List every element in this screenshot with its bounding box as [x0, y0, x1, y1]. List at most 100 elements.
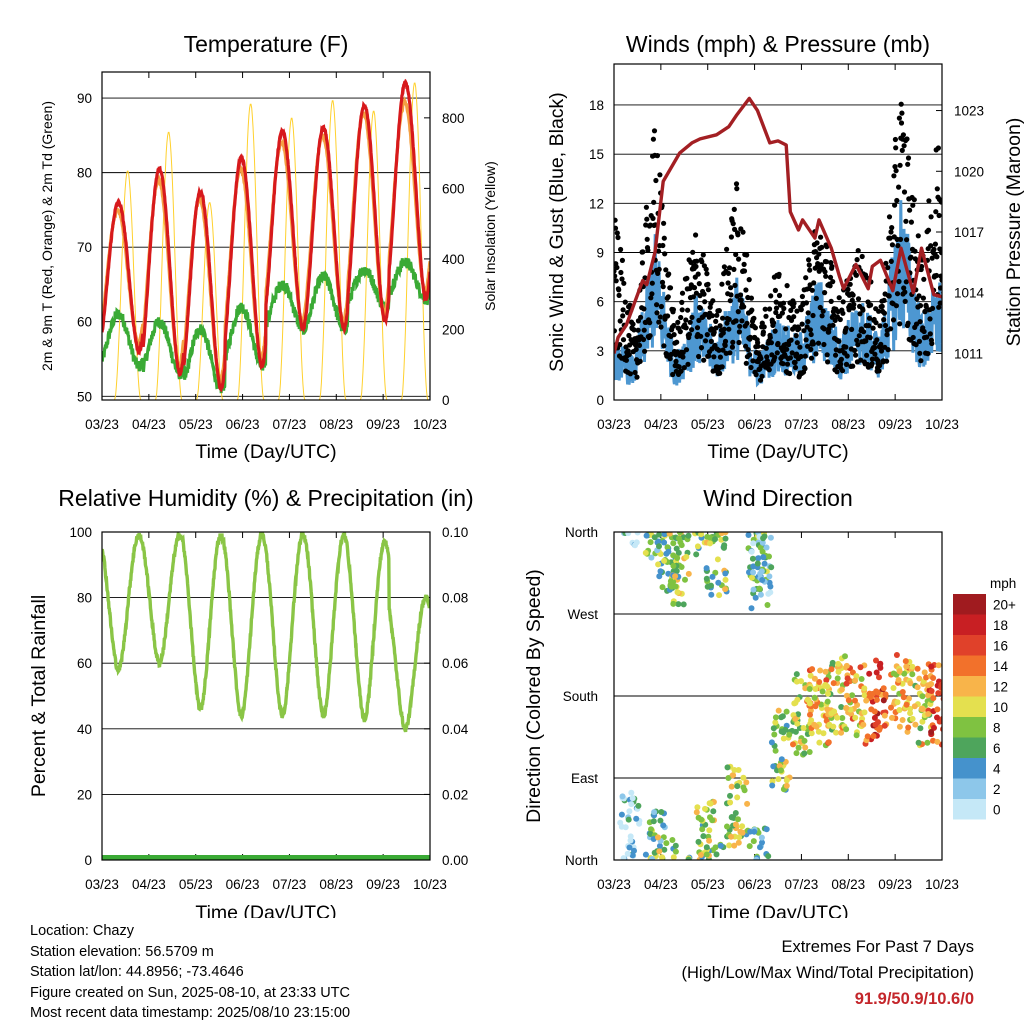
direction-point	[783, 777, 790, 784]
y-tick-label: 9	[596, 245, 604, 260]
direction-point	[793, 750, 800, 757]
direction-point	[657, 817, 664, 824]
direction-point	[901, 670, 908, 677]
gust-point	[893, 168, 899, 174]
gust-point	[787, 355, 794, 361]
direction-point	[806, 700, 813, 707]
gust-point	[773, 309, 779, 316]
direction-point	[676, 535, 682, 542]
gust-point	[933, 209, 939, 215]
gust-point	[760, 329, 767, 335]
y2-tick-label: 0.04	[442, 722, 469, 737]
gust-point	[649, 280, 655, 286]
y2-tick-label: 0.08	[442, 591, 468, 606]
y-tick-label: 0	[84, 853, 92, 868]
direction-point	[906, 695, 912, 702]
direction-point	[852, 714, 859, 721]
legend-swatch	[953, 737, 986, 758]
gust-point	[934, 186, 940, 192]
gust-point	[704, 332, 710, 338]
gust-point	[654, 153, 661, 159]
gust-point	[711, 354, 717, 360]
gust-point	[819, 244, 825, 250]
direction-point	[704, 583, 711, 590]
gust-point	[881, 317, 887, 323]
gust-point	[937, 285, 942, 291]
direction-point	[792, 699, 799, 706]
gust-point	[708, 338, 714, 344]
direction-point	[816, 739, 823, 746]
gust-point	[654, 302, 660, 308]
gust-point	[850, 292, 856, 298]
y-axis-label: 2m & 9m T (Red, Orange) & 2m Td (Green)	[39, 101, 55, 371]
gust-point	[679, 307, 685, 313]
direction-point	[852, 697, 858, 704]
direction-point	[843, 680, 850, 687]
gust-point	[701, 357, 707, 363]
y-tick-label: 18	[589, 98, 604, 113]
direction-point	[764, 602, 771, 608]
gust-point	[929, 340, 935, 347]
gust-point	[808, 331, 814, 338]
gust-point	[784, 283, 790, 289]
direction-point	[708, 591, 715, 598]
gust-point	[917, 319, 923, 325]
direction-point	[725, 775, 732, 781]
legend-label: 4	[993, 761, 1001, 776]
direction-point	[815, 728, 822, 735]
gust-point	[784, 346, 790, 352]
direction-point	[778, 767, 784, 774]
gust-point	[853, 272, 860, 278]
gust-point	[772, 328, 778, 334]
gust-point	[727, 350, 733, 356]
gust-point	[750, 358, 756, 364]
gust-point	[905, 161, 911, 167]
gust-point	[869, 361, 875, 367]
y2-tick-label: 0.10	[442, 525, 468, 540]
gust-point	[894, 291, 901, 297]
winds-plot-area	[614, 96, 942, 388]
y-tick-label: 100	[69, 525, 92, 540]
x-tick-label: 08/23	[319, 877, 353, 892]
direction-point	[745, 532, 752, 538]
gust-point	[616, 292, 622, 298]
gust-point	[702, 299, 708, 305]
gust-point	[892, 136, 899, 143]
gust-point	[803, 275, 809, 281]
direction-point	[806, 686, 813, 692]
direction-point	[909, 715, 916, 722]
direction-point	[759, 577, 766, 583]
gust-point	[813, 351, 819, 357]
y-tick-label: 60	[77, 315, 92, 330]
direction-point	[941, 666, 942, 670]
gust-point	[802, 353, 808, 359]
direction-point	[924, 739, 931, 746]
gust-point	[918, 358, 924, 364]
direction-point	[663, 840, 670, 847]
gust-point	[721, 264, 728, 270]
gust-point	[917, 350, 923, 356]
gust-point	[824, 352, 830, 358]
gust-point	[650, 136, 657, 142]
gust-point	[805, 319, 811, 325]
direction-point	[722, 576, 729, 583]
direction-point	[909, 663, 916, 670]
gust-point	[674, 339, 680, 345]
direction-point	[907, 680, 914, 687]
gust-point	[896, 278, 902, 285]
x-tick-label: 08/23	[831, 417, 865, 432]
gust-point	[663, 267, 669, 273]
x-tick-label: 04/23	[644, 877, 678, 892]
direction-point	[664, 544, 671, 551]
direction-point	[880, 697, 887, 704]
direction-point	[812, 686, 819, 692]
chart-title: Wind Direction	[703, 485, 853, 511]
temperature-plot-area	[102, 78, 430, 400]
gust-point	[733, 318, 739, 324]
direction-point	[757, 570, 764, 577]
gust-point	[728, 285, 734, 291]
gust-point	[867, 335, 873, 341]
x-tick-label: 10/23	[925, 417, 959, 432]
gust-point	[683, 317, 689, 323]
direction-point	[672, 842, 679, 849]
